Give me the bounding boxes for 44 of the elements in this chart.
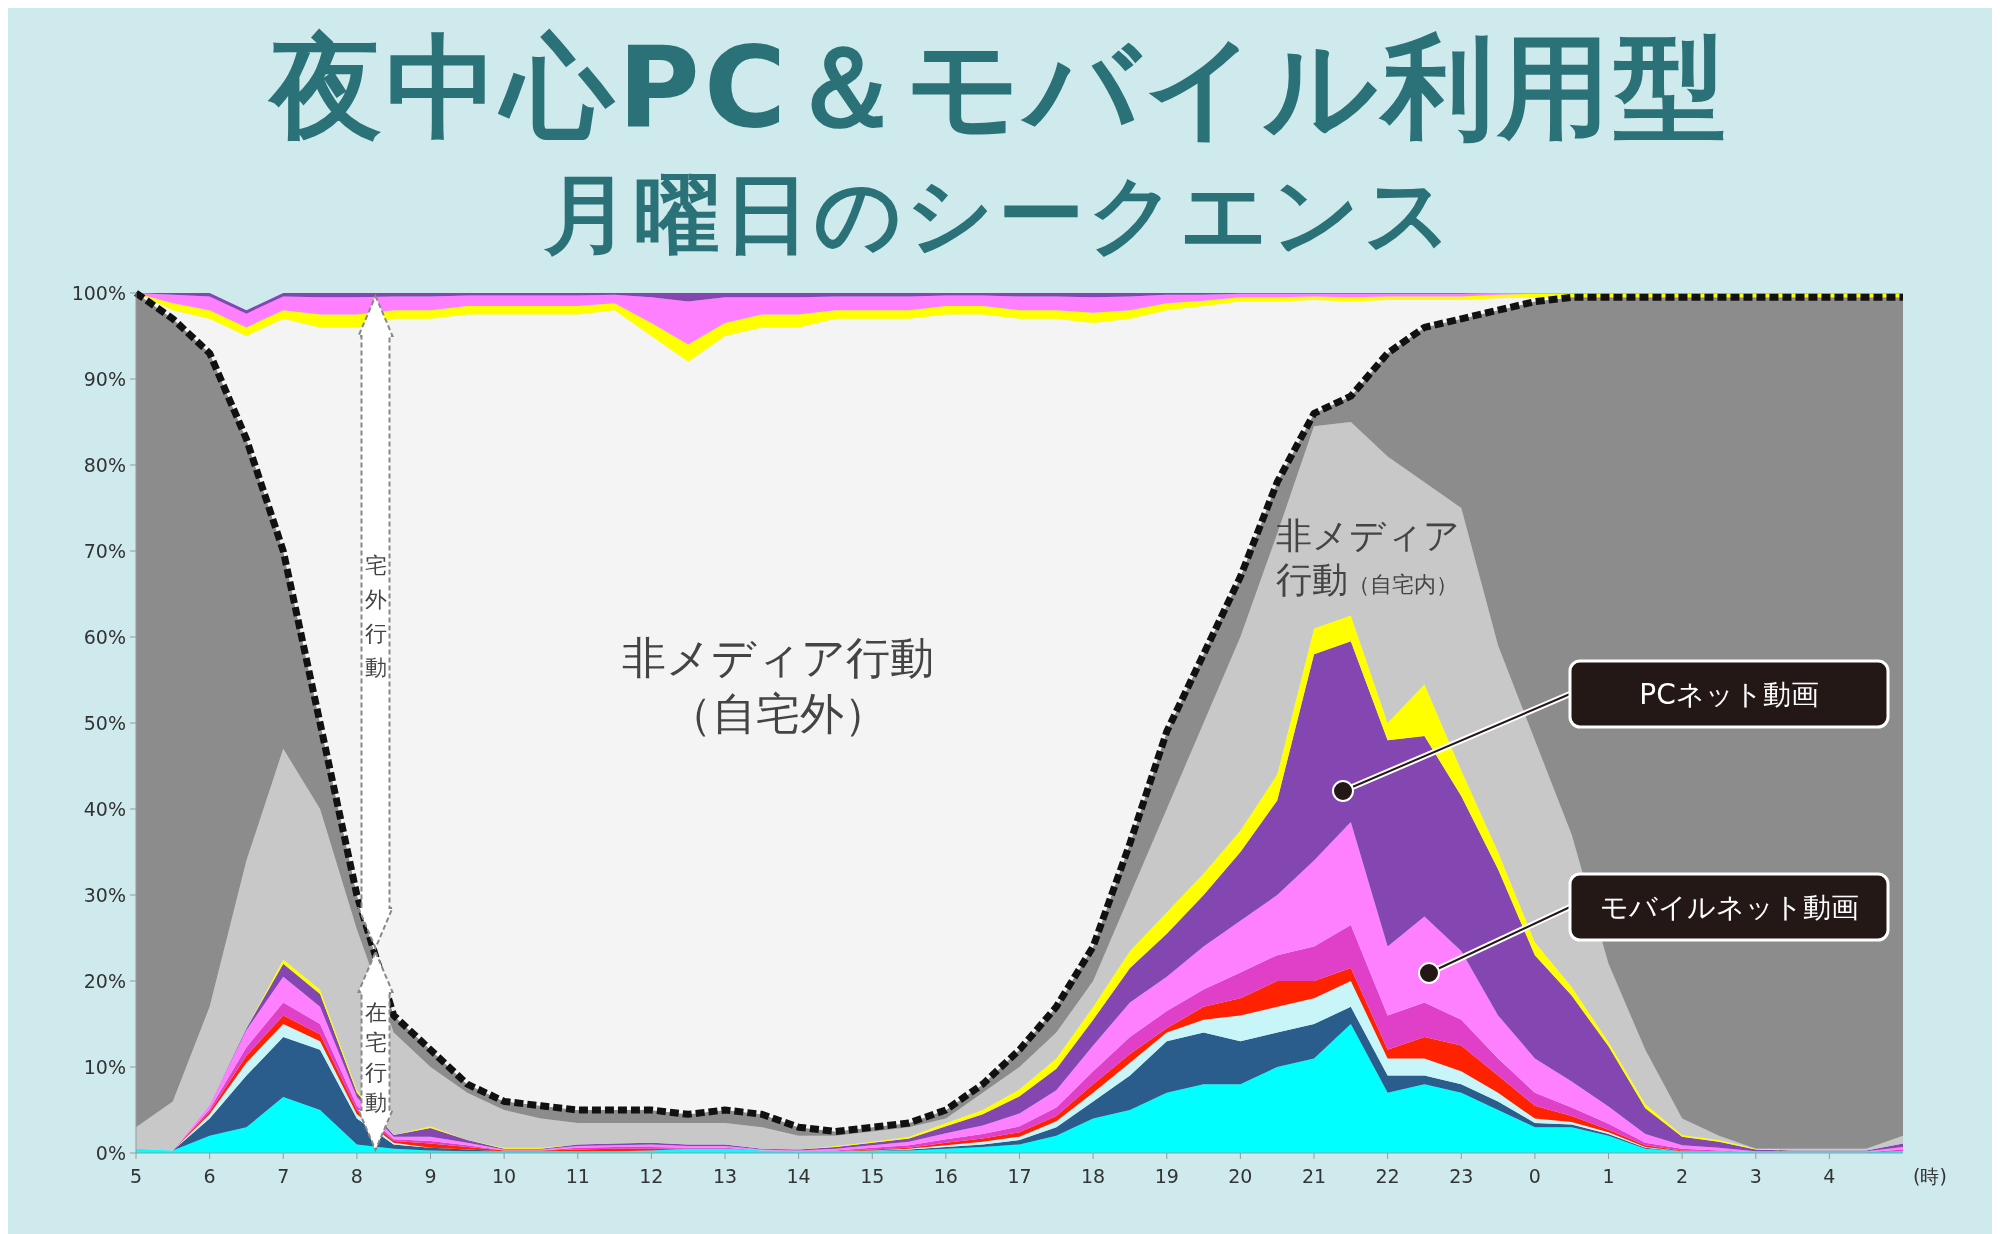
- x-tick-label: 19: [1154, 1165, 1179, 1187]
- y-tick-label: 100%: [71, 281, 126, 304]
- x-tick-label: 21: [1301, 1165, 1327, 1187]
- x-tick-label: 0: [1528, 1165, 1541, 1187]
- y-tick-label: 50%: [83, 711, 126, 734]
- x-tick-label: 18: [1081, 1165, 1106, 1187]
- x-tick-label: 15: [860, 1165, 885, 1187]
- x-tick-label: 10: [492, 1165, 517, 1187]
- x-tick-label: 8: [350, 1165, 363, 1187]
- x-tick-label: 1: [1602, 1165, 1615, 1187]
- x-tick-label: 7: [277, 1165, 290, 1187]
- x-tick-label: 12: [639, 1165, 664, 1187]
- annotation: 在宅行動: [364, 1000, 387, 1115]
- x-tick-label: 20: [1228, 1165, 1253, 1187]
- annotation: 宅外行動: [364, 553, 387, 680]
- x-tick-label: 13: [712, 1165, 738, 1187]
- x-tick-label: 5: [129, 1165, 143, 1187]
- y-tick-label: 0%: [95, 1141, 126, 1164]
- y-tick-label: 20%: [83, 969, 126, 992]
- x-tick-label: 4: [1823, 1165, 1836, 1187]
- y-tick-label: 90%: [83, 367, 126, 390]
- x-tick-label: 22: [1375, 1165, 1400, 1187]
- annotation: モバイルネット動画: [1599, 890, 1859, 924]
- chart-subtitle: 月曜日のシークエンス: [543, 164, 1456, 264]
- x-tick-label: 11: [565, 1165, 590, 1187]
- x-tick-label: 23: [1449, 1165, 1474, 1187]
- annotation: 非メディア行動（自宅内）: [1276, 515, 1460, 600]
- y-tick-label: 30%: [83, 883, 126, 906]
- x-tick-label: 2: [1676, 1165, 1689, 1187]
- annotation: PCネット動画: [1639, 677, 1819, 711]
- chart-title: 夜中心PC＆モバイル利用型: [266, 22, 1731, 152]
- x-tick-label: 16: [933, 1165, 958, 1187]
- x-tick-label: 17: [1007, 1165, 1032, 1187]
- y-tick-label: 40%: [83, 797, 126, 820]
- y-tick-label: 60%: [83, 625, 126, 648]
- y-tick-label: 70%: [83, 539, 126, 562]
- annotation: 非メディア行動（自宅外）: [622, 632, 934, 739]
- x-tick-label: 3: [1749, 1165, 1762, 1187]
- x-tick-label: 14: [786, 1165, 811, 1187]
- y-tick-label: 80%: [83, 453, 126, 476]
- y-tick-label: 10%: [83, 1055, 126, 1078]
- x-axis-title: (時): [1913, 1165, 1947, 1187]
- x-tick-label: 6: [203, 1165, 216, 1187]
- x-tick-label: 9: [424, 1165, 437, 1187]
